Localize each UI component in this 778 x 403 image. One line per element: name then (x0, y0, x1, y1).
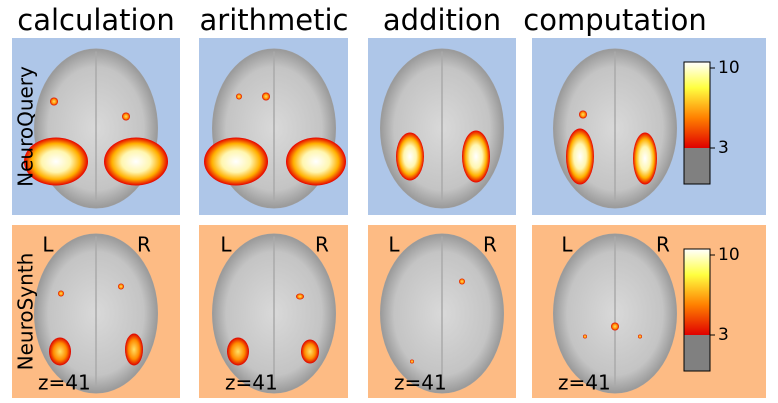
activation (262, 92, 270, 101)
colorbar-tick-label: 3 (718, 138, 729, 158)
activation (125, 333, 143, 366)
left-label: L (388, 233, 400, 257)
column-title: arithmetic (200, 3, 349, 37)
activation (396, 132, 424, 181)
colorbar-gradient (684, 62, 710, 148)
activation (566, 128, 594, 185)
colorbar-tick-label: 10 (718, 245, 740, 265)
colorbar-frame (683, 248, 711, 372)
column-title: computation (523, 3, 706, 37)
activation (236, 93, 242, 100)
activation (462, 130, 490, 183)
activation (286, 137, 346, 186)
activation (638, 334, 642, 339)
slice-label: z=41 (225, 371, 278, 395)
left-label: L (561, 233, 573, 257)
left-label: L (42, 233, 54, 257)
activation (118, 283, 124, 290)
colorbar-gray (684, 148, 710, 184)
colorbar-gray (684, 335, 710, 371)
column-title: addition (383, 3, 501, 37)
slice-label: z=41 (394, 371, 447, 395)
activation (296, 293, 304, 300)
activation (611, 322, 619, 331)
colorbar-frame (683, 61, 711, 185)
activation (49, 337, 71, 366)
colorbar-tick-label: 10 (718, 58, 740, 78)
row-label: NeuroSynth (14, 253, 38, 371)
row-label: NeuroQuery (14, 66, 38, 187)
activation (459, 278, 465, 285)
right-label: R (315, 233, 329, 257)
activation (50, 97, 58, 106)
slice-label: z=41 (38, 371, 91, 395)
activation (104, 137, 168, 186)
activation (633, 132, 657, 185)
right-label: R (656, 233, 670, 257)
activation (122, 112, 130, 121)
activation (583, 334, 587, 339)
activation (204, 137, 268, 186)
activation (301, 339, 319, 364)
right-label: R (137, 233, 151, 257)
colorbar-gradient (684, 249, 710, 335)
activation (58, 290, 64, 297)
left-label: L (220, 233, 232, 257)
column-title: calculation (17, 3, 174, 37)
right-label: R (483, 233, 497, 257)
slice-label: z=41 (558, 371, 611, 395)
colorbar-tick-label: 3 (718, 325, 729, 345)
activation (579, 110, 587, 119)
activation (24, 137, 88, 186)
activation (227, 337, 249, 366)
activation (410, 359, 414, 364)
